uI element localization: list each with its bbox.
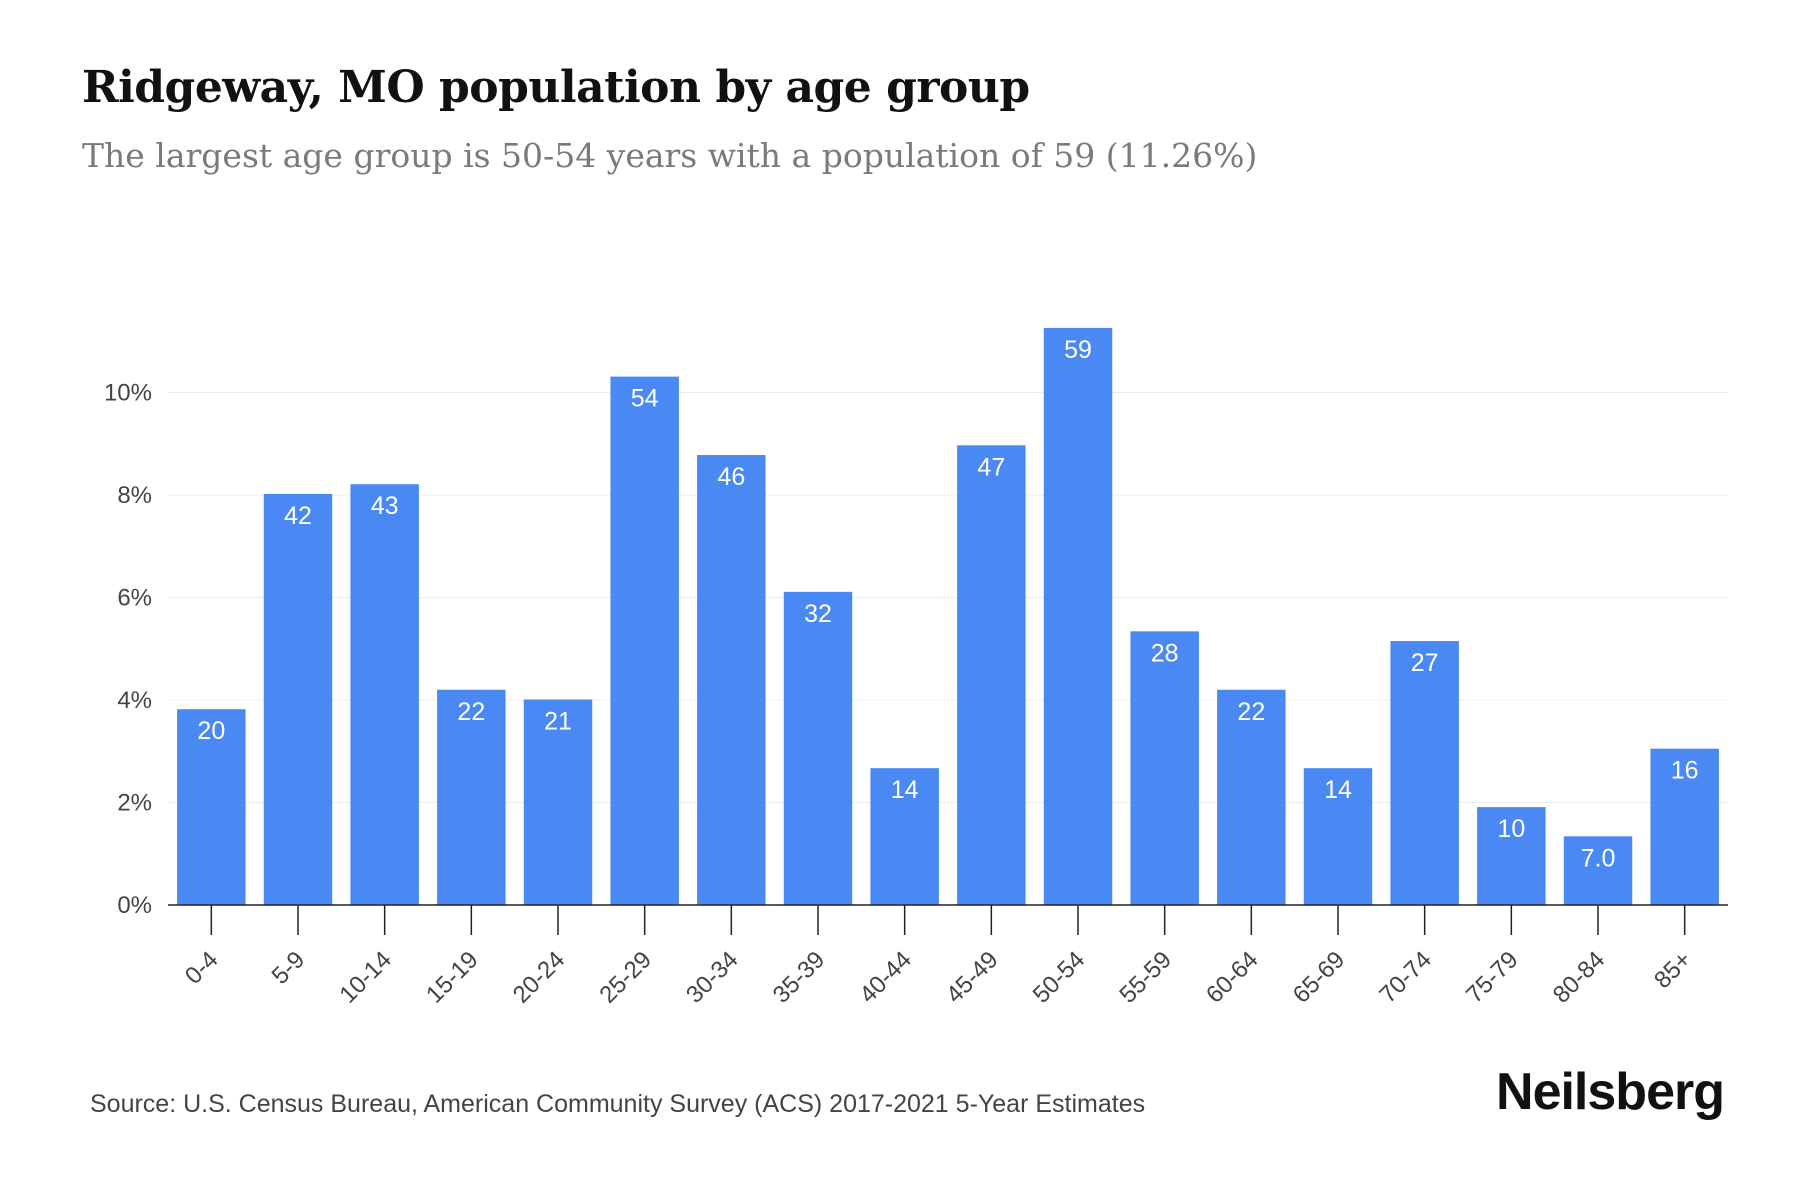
data-label: 10: [1497, 815, 1525, 843]
data-label: 59: [1064, 336, 1092, 364]
bar: [177, 709, 246, 905]
gridlines: [168, 392, 1728, 803]
bar: [437, 689, 506, 905]
data-label: 46: [717, 463, 745, 491]
y-tick-label: 6%: [117, 585, 152, 612]
source-note: Source: U.S. Census Bureau, American Com…: [90, 1090, 1146, 1118]
bar: [1303, 768, 1373, 905]
data-label: 22: [1237, 698, 1265, 726]
y-tick-label: 8%: [117, 482, 152, 509]
bar: [957, 445, 1026, 905]
x-tick-label: 10-14: [334, 946, 397, 1009]
bar: [1043, 327, 1113, 905]
data-label: 28: [1151, 639, 1179, 667]
data-label: 21: [544, 707, 572, 735]
x-tick-label: 0-4: [180, 946, 224, 990]
y-tick-label: 2%: [117, 790, 152, 817]
chart-title: Ridgeway, MO population by age group: [82, 62, 1030, 113]
data-label: 20: [197, 717, 225, 745]
x-tick-label: 60-64: [1201, 946, 1264, 1009]
x-tick-label: 85+: [1649, 946, 1697, 994]
y-tick-label: 4%: [117, 687, 152, 714]
bar: [350, 484, 419, 905]
bar: [1217, 689, 1286, 905]
y-tick-label: 0%: [117, 892, 152, 919]
data-label: 32: [804, 600, 832, 628]
x-tick-label: 40-44: [854, 946, 917, 1009]
data-label: 22: [457, 698, 485, 726]
x-tick-label: 25-29: [594, 946, 657, 1009]
bar-chart: 20 42 43 22 21 54 46 32 14 47 59 28 22 14 27 10 7.0 16 0%…: [104, 327, 1728, 1009]
bar: [1563, 836, 1633, 905]
x-tick-label: 80-84: [1548, 946, 1611, 1009]
x-tick-label: 45-49: [941, 946, 1004, 1009]
x-tick-label: 55-59: [1114, 946, 1177, 1009]
data-label: 42: [284, 502, 312, 530]
bars: 20 42 43 22 21 54 46 32 14 47 59 28 22 14 27 10 7.0 16: [177, 327, 1719, 905]
bar: [610, 376, 679, 905]
data-label: 43: [371, 492, 399, 520]
bar: [870, 768, 939, 905]
data-label: 27: [1411, 649, 1439, 677]
bar: [263, 493, 333, 905]
data-label: 54: [631, 385, 659, 413]
x-tick-label: 20-24: [508, 946, 571, 1009]
x-tick-label: 5-9: [267, 946, 311, 990]
bar: [1130, 631, 1199, 905]
x-tick-label: 30-34: [681, 946, 744, 1009]
x-tick-label: 50-54: [1028, 946, 1091, 1009]
bar: [523, 699, 593, 905]
x-tick-label: 70-74: [1374, 946, 1437, 1009]
data-label: 16: [1671, 757, 1699, 785]
y-tick-label: 10%: [104, 380, 152, 407]
data-label: 14: [891, 776, 919, 804]
bar: [783, 591, 853, 905]
chart-subtitle: The largest age group is 50-54 years wit…: [82, 136, 1258, 175]
bar: [697, 455, 766, 905]
y-axis-ticks: 0% 2% 4% 6% 8% 10%: [104, 380, 152, 920]
bar: [1477, 807, 1546, 905]
neilsberg-logo: Neilsberg: [1496, 1063, 1725, 1121]
x-tick-label: 65-69: [1288, 946, 1351, 1009]
data-label: 7.0: [1581, 844, 1616, 872]
x-tick-label: 15-19: [421, 946, 484, 1009]
x-axis-ticks: 0-4 5-9 10-14 15-19 20-24 25-29 30-34 35-39 40-4…: [180, 905, 1697, 1009]
bar: [1650, 748, 1719, 905]
x-tick-label: 35-39: [768, 946, 831, 1009]
x-tick-label: 75-79: [1461, 946, 1524, 1009]
data-label: 47: [977, 453, 1005, 481]
bar: [1390, 641, 1459, 905]
data-label: 14: [1324, 776, 1352, 804]
